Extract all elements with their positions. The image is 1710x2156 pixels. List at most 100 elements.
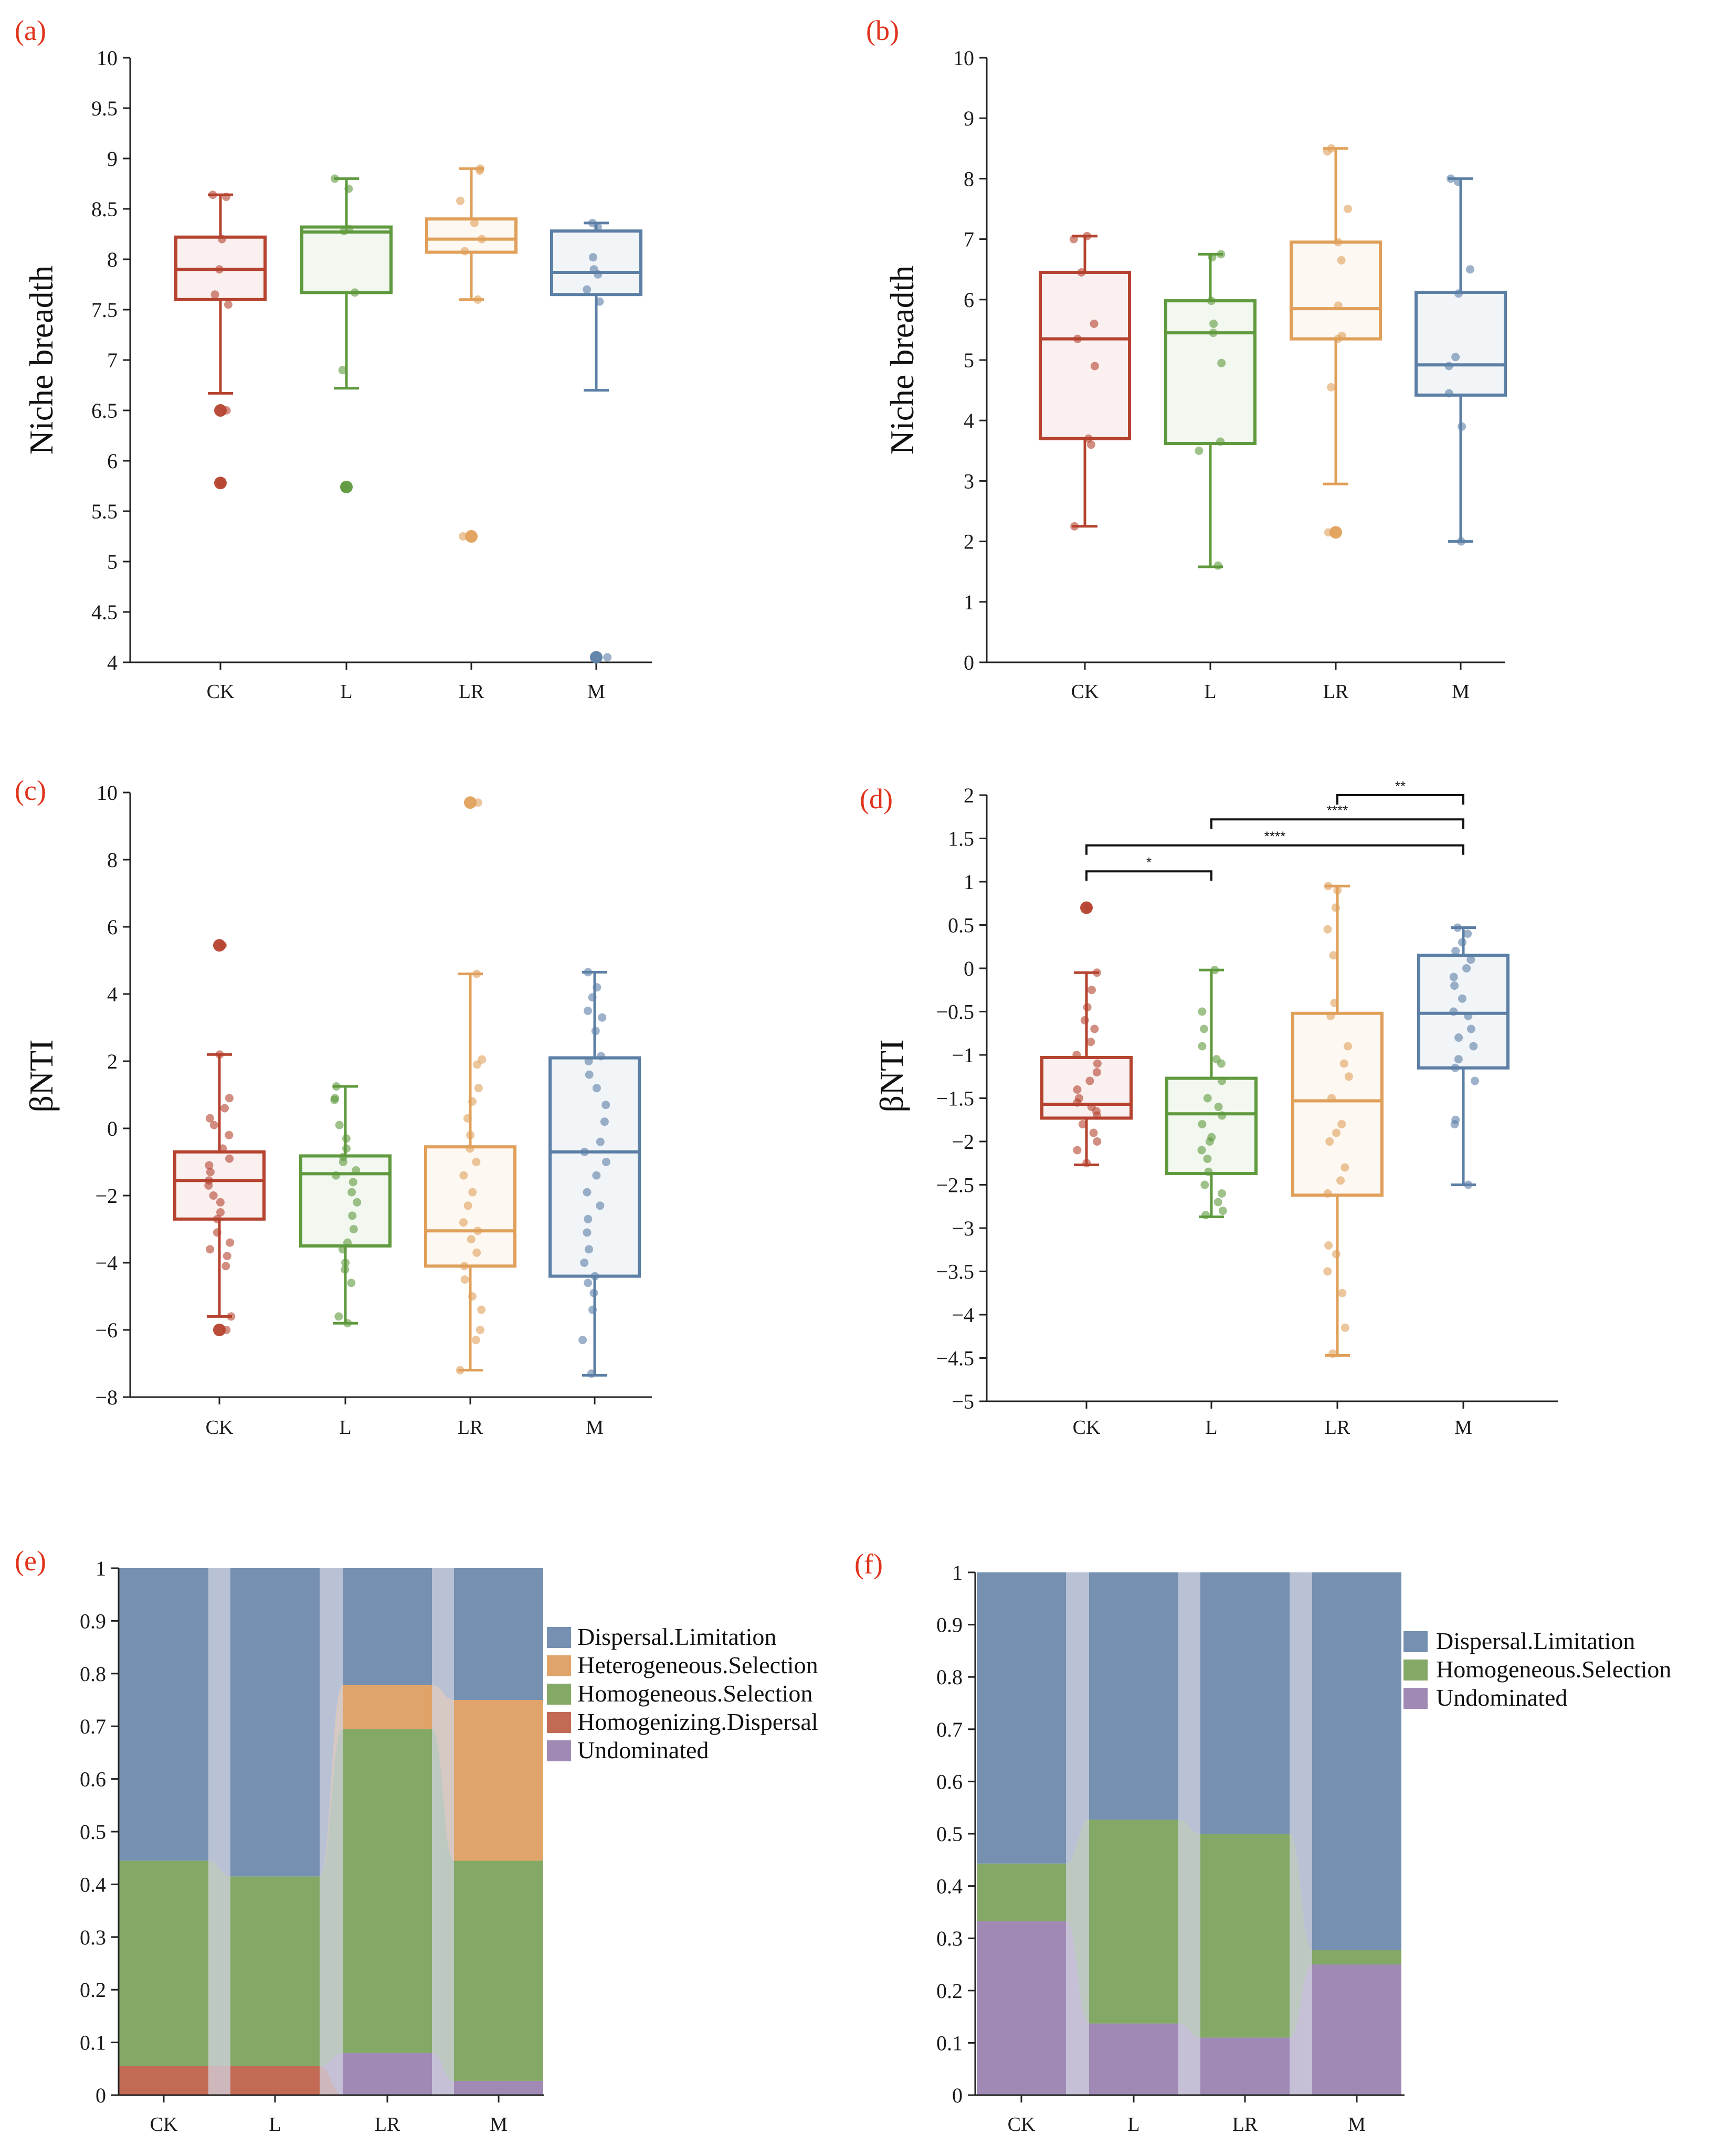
data-point: [1323, 925, 1332, 934]
y-tick-label: 0.5: [936, 1822, 963, 1846]
data-point: [218, 941, 227, 950]
series-dispersal-limitation: [977, 1572, 1401, 1950]
significance-bracket: *: [1085, 854, 1212, 881]
data-point: [205, 1114, 214, 1123]
data-point: [463, 1201, 472, 1210]
data-point: [603, 653, 612, 662]
data-point: [1329, 951, 1338, 960]
data-point: [470, 218, 479, 227]
data-point: [1324, 882, 1333, 891]
y-axis-title: Niche breadth: [883, 266, 921, 455]
data-point: [1462, 964, 1471, 973]
stack-segment: [1089, 2023, 1178, 2095]
series-undominated: [977, 1921, 1401, 2095]
data-point: [344, 184, 353, 193]
y-tick-label: 1: [964, 870, 974, 894]
y-tick-label: 6.5: [91, 399, 118, 422]
y-tick-label: 7.5: [91, 298, 118, 322]
significance-label: **: [1395, 778, 1406, 794]
data-point: [1334, 238, 1343, 247]
y-tick-label: 0: [107, 1117, 118, 1140]
box-iqr: [550, 229, 642, 297]
data-point: [226, 1238, 235, 1247]
data-point: [1085, 1076, 1094, 1085]
data-point: [1217, 358, 1226, 367]
data-point: [1217, 250, 1226, 259]
y-tick-label: 2: [964, 784, 974, 807]
data-point: [1447, 174, 1455, 183]
data-point: [588, 1305, 597, 1314]
data-point: [225, 1154, 234, 1163]
box-L: [1164, 250, 1257, 570]
data-point: [204, 1181, 213, 1190]
data-point: [595, 297, 604, 306]
data-point: [1337, 1120, 1346, 1128]
y-tick-label: 1: [96, 1557, 106, 1580]
data-point: [1323, 147, 1332, 156]
data-point: [1198, 1120, 1207, 1128]
data-point: [583, 285, 592, 294]
y-tick-label: −4.5: [936, 1347, 974, 1370]
data-point: [459, 1171, 468, 1180]
y-tick-label: 8: [107, 248, 118, 271]
box-CK: [173, 939, 266, 1336]
y-tick-label: −6: [95, 1318, 118, 1342]
data-point: [471, 1336, 480, 1345]
flow-link: [320, 1729, 343, 2066]
data-point: [592, 1171, 601, 1180]
data-point: [1090, 362, 1099, 371]
x-tick-label: CK: [150, 2113, 178, 2136]
box-iqr: [1290, 240, 1382, 341]
stack-segment: [1312, 1964, 1401, 2095]
data-point: [1328, 1349, 1337, 1358]
significance-label: *: [1146, 854, 1152, 870]
data-point: [1073, 334, 1082, 343]
series-dispersal-limitation: [119, 1568, 543, 1877]
y-tick-label: 0: [96, 2084, 106, 2107]
data-point: [580, 1259, 589, 1267]
legend-swatch: [1403, 1660, 1428, 1681]
y-tick-label: 0.1: [80, 2031, 106, 2055]
x-tick-label: LR: [459, 681, 484, 703]
bar-gap-column: [208, 1568, 230, 2095]
stack-segment: [343, 1568, 432, 1685]
panel-c: −8 −6 −4 −2 0 2 4 6 8 10 CK L LR M (c) βNTI: [15, 775, 652, 1439]
y-tick-label: 7: [964, 228, 974, 251]
y-tick-label: 6: [964, 288, 974, 312]
stack-segment: [230, 1568, 320, 1877]
legend-swatch: [547, 1684, 571, 1705]
data-point: [224, 300, 233, 309]
data-point: [222, 1326, 231, 1334]
flow-link: [208, 1568, 230, 1877]
data-point: [1454, 1055, 1463, 1064]
data-point: [208, 191, 217, 199]
stack-segment: [119, 1861, 208, 2066]
data-point: [578, 1336, 587, 1345]
data-point: [216, 1198, 225, 1207]
data-point: [584, 1057, 593, 1065]
data-point: [223, 1252, 231, 1261]
stack-segment: [343, 2053, 432, 2095]
data-point: [585, 1070, 594, 1079]
data-point: [468, 1292, 477, 1301]
y-tick-label: −0.5: [936, 1000, 974, 1024]
y-tick-label: 9.5: [91, 97, 118, 120]
stack-segment: [454, 2080, 543, 2095]
data-point: [1093, 1111, 1102, 1120]
outlier-point: [465, 530, 478, 543]
legend: Dispersal.LimitationHomogeneous.Selectio…: [1403, 1627, 1671, 1711]
panel-e: 0 0.1 0.2 0.3 0.4 0.5 0.6 0.7 0.8 0.9 1 CK L LR M (e) Di…: [15, 1545, 818, 2136]
data-point: [1458, 422, 1466, 431]
legend-label: Homogeneous.Selection: [577, 1680, 812, 1707]
data-point: [1343, 205, 1352, 213]
data-point: [1336, 1176, 1345, 1185]
x-tick-label: CK: [1071, 681, 1099, 703]
box-LR: [1290, 144, 1382, 539]
x-tick-label: CK: [1073, 1417, 1101, 1439]
box-iqr: [300, 225, 393, 294]
stack-segment: [230, 2066, 320, 2095]
y-tick-label: −4: [95, 1251, 118, 1275]
data-point: [1466, 1024, 1475, 1033]
data-point: [218, 1144, 227, 1153]
data-point: [1092, 1068, 1101, 1076]
